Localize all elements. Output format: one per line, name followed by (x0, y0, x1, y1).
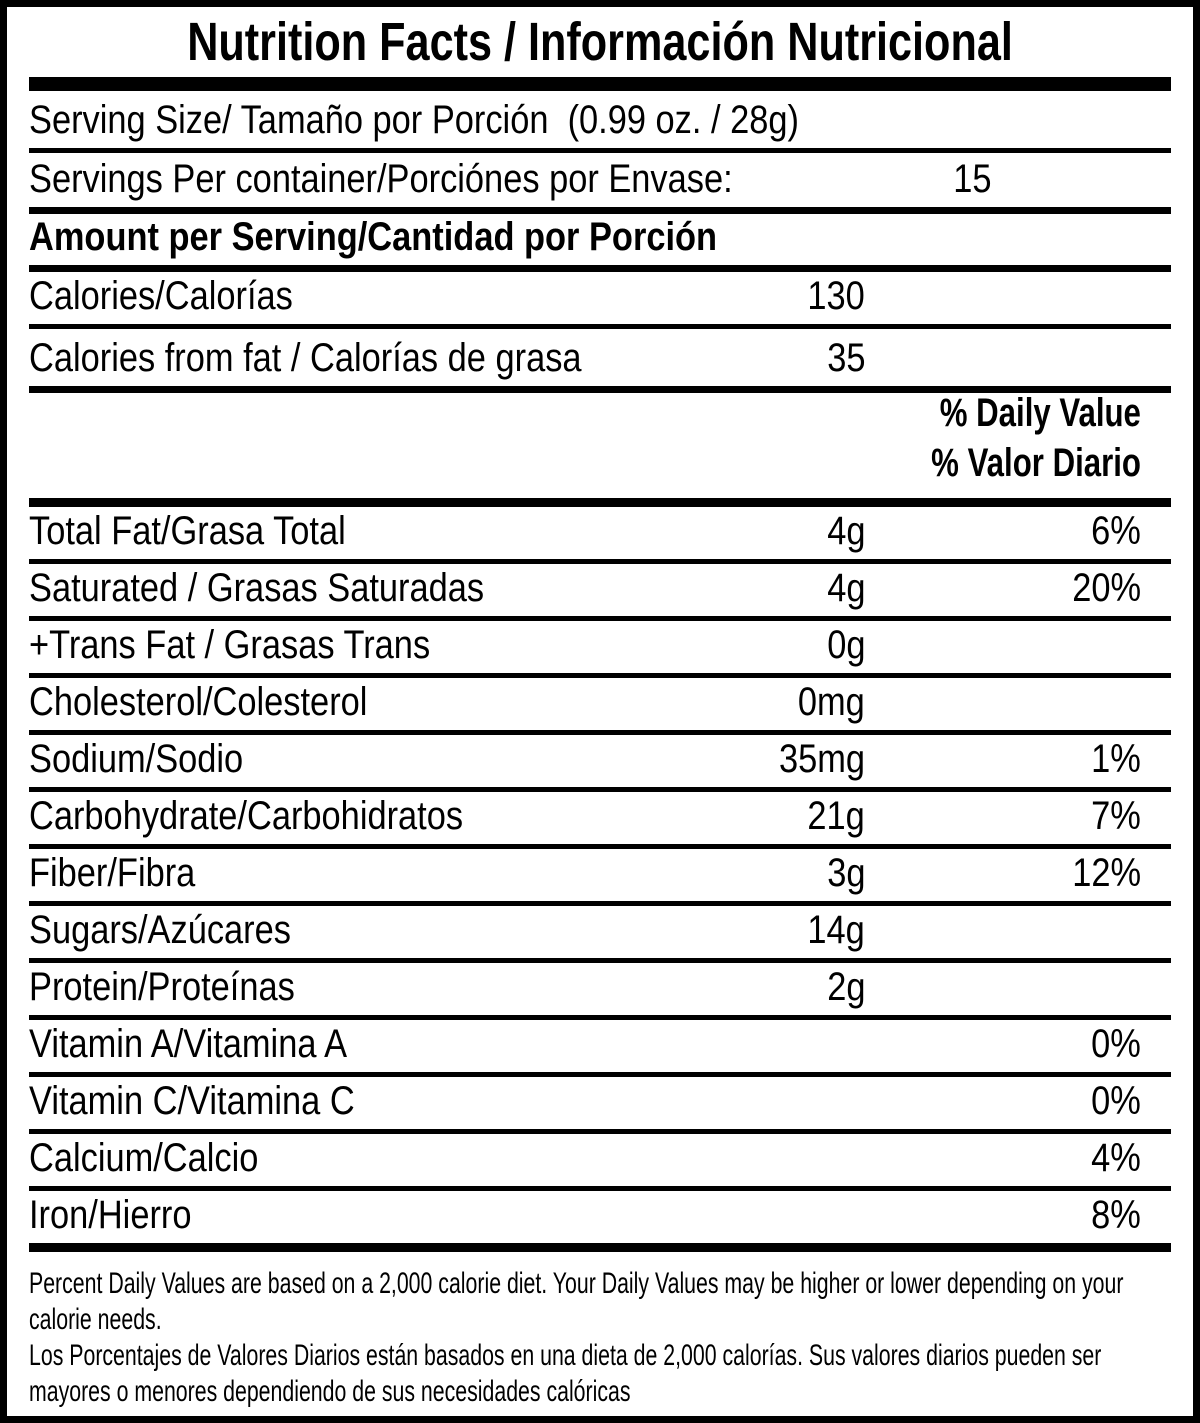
calories-from-fat-row: Calories from fat / Calorías de grasa 35 (29, 329, 1171, 393)
nutrient-dv: 8% (1091, 1193, 1141, 1237)
nutrient-dv: 12% (1072, 851, 1141, 895)
footnotes: Percent Daily Values are based on a 2,00… (29, 1252, 1171, 1416)
footnote-line: mayores o menores dependiendo de sus nec… (29, 1375, 631, 1408)
calories-row: Calories/Calorías 130 (29, 272, 1171, 329)
nutrient-row-iron: Iron/Hierro 8% (29, 1191, 1171, 1252)
label-header: Nutrition Facts / Información Nutriciona… (29, 7, 1171, 91)
nutrient-label: Total Fat/Grasa Total (29, 509, 346, 553)
nutrient-dv: 0% (1091, 1022, 1141, 1066)
page-title: Nutrition Facts / Información Nutriciona… (187, 12, 1013, 72)
nutrient-dv: 4% (1091, 1136, 1141, 1180)
servings-per-container-value: 15 (952, 157, 992, 201)
amount-per-serving-header-row: Amount per Serving/Cantidad por Porción (29, 214, 1171, 272)
nutrient-amount: 0g (826, 623, 865, 667)
footnote-line: Los Porcentajes de Valores Diarios están… (29, 1339, 1102, 1372)
nutrient-amount: 35mg (778, 737, 865, 781)
nutrient-amount: 21g (807, 794, 865, 838)
servings-per-container-label: Servings Per container/Porciónes por Env… (29, 157, 733, 201)
nutrient-label: Sugars/Azúcares (29, 908, 291, 952)
nutrient-label: Sodium/Sodio (29, 737, 244, 781)
nutrient-dv: 6% (1091, 509, 1141, 553)
footnote-line: calorie needs. (29, 1303, 162, 1336)
nutrient-row-fiber: Fiber/Fibra 3g 12% (29, 849, 1171, 906)
daily-value-header: % Daily Value % Valor Diario (29, 391, 1171, 507)
nutrient-label: Fiber/Fibra (29, 851, 196, 895)
calories-amount: 130 (807, 274, 865, 318)
nutrient-row-vitamin-a: Vitamin A/Vitamina A 0% (29, 1020, 1171, 1077)
nutrient-label: +Trans Fat / Grasas Trans (29, 623, 431, 667)
daily-value-header-en: % Daily Value (939, 391, 1141, 435)
nutrient-row-protein: Protein/Proteínas 2g (29, 963, 1171, 1020)
nutrient-label: Vitamin A/Vitamina A (29, 1022, 348, 1066)
nutrient-row-cholesterol: Cholesterol/Colesterol 0mg (29, 678, 1171, 735)
nutrient-row-vitamin-c: Vitamin C/Vitamina C 0% (29, 1077, 1171, 1134)
nutrient-amount: 4g (826, 566, 865, 610)
nutrient-label: Protein/Proteínas (29, 965, 295, 1009)
nutrient-label: Calcium/Calcio (29, 1136, 259, 1180)
nutrient-amount: 14g (807, 908, 865, 952)
nutrient-row-sodium: Sodium/Sodio 35mg 1% (29, 735, 1171, 792)
nutrient-label: Saturated / Grasas Saturadas (29, 566, 485, 610)
nutrient-label: Iron/Hierro (29, 1193, 192, 1237)
nutrient-dv: 1% (1091, 737, 1141, 781)
nutrient-dv: 20% (1072, 566, 1141, 610)
nutrient-amount: 2g (826, 965, 865, 1009)
nutrient-dv: 0% (1091, 1079, 1141, 1123)
footnote-line: Percent Daily Values are based on a 2,00… (29, 1267, 1124, 1300)
nutrient-row-saturated-fat: Saturated / Grasas Saturadas 4g 20% (29, 564, 1171, 621)
nutrient-dv: 7% (1091, 794, 1141, 838)
amount-per-serving-header: Amount per Serving/Cantidad por Porción (29, 215, 718, 259)
nutrient-amount: 4g (826, 509, 865, 553)
nutrient-row-calcium: Calcium/Calcio 4% (29, 1134, 1171, 1191)
nutrient-amount: 3g (826, 851, 865, 895)
calories-from-fat-amount: 35 (826, 336, 865, 380)
nutrient-row-sugars: Sugars/Azúcares 14g (29, 906, 1171, 963)
nutrient-label: Vitamin C/Vitamina C (29, 1079, 355, 1123)
serving-size-text: Serving Size/ Tamaño por Porción (0.99 o… (29, 98, 799, 142)
nutrient-label: Cholesterol/Colesterol (29, 680, 368, 724)
serving-size-row: Serving Size/ Tamaño por Porción (0.99 o… (29, 91, 1171, 153)
nutrient-row-total-fat: Total Fat/Grasa Total 4g 6% (29, 507, 1171, 564)
nutrient-row-carbohydrate: Carbohydrate/Carbohidratos 21g 7% (29, 792, 1171, 849)
calories-from-fat-label: Calories from fat / Calorías de grasa (29, 336, 582, 380)
servings-per-container-row: Servings Per container/Porciónes por Env… (29, 153, 1171, 214)
nutrient-label: Carbohydrate/Carbohidratos (29, 794, 464, 838)
daily-value-header-es: % Valor Diario (931, 441, 1141, 485)
nutrient-row-trans-fat: +Trans Fat / Grasas Trans 0g (29, 621, 1171, 678)
nutrient-amount: 0mg (798, 680, 865, 724)
calories-label: Calories/Calorías (29, 274, 293, 318)
